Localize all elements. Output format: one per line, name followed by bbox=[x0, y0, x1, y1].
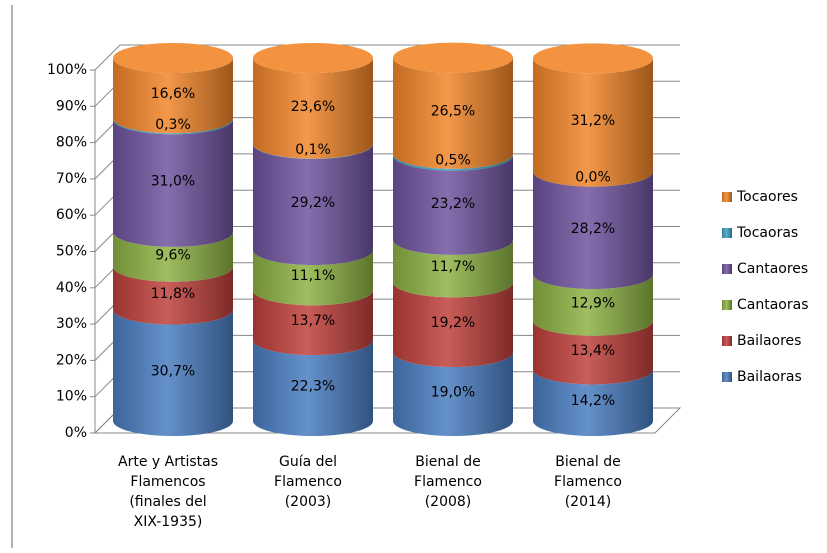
legend-swatch bbox=[722, 372, 732, 382]
y-tick-label: 80% bbox=[56, 135, 87, 151]
x-tick-label: Flamencos bbox=[130, 474, 205, 490]
data-label: 13,7% bbox=[291, 313, 335, 329]
data-label: 0,0% bbox=[575, 170, 611, 186]
cylinder-segment bbox=[253, 144, 373, 266]
y-tick-label: 50% bbox=[56, 244, 87, 260]
data-label: 11,1% bbox=[291, 268, 335, 284]
cylinder-segment bbox=[253, 340, 373, 436]
y-tick-label: 20% bbox=[56, 352, 87, 368]
data-label: 11,7% bbox=[431, 259, 475, 275]
data-label: 22,3% bbox=[291, 379, 335, 395]
cylinder-segment bbox=[253, 290, 373, 356]
x-tick-label: Flamenco bbox=[414, 474, 482, 490]
data-label: 9,6% bbox=[155, 247, 191, 263]
data-label: 19,0% bbox=[431, 385, 475, 401]
y-tick-label: 30% bbox=[56, 316, 87, 332]
legend-swatch bbox=[722, 228, 732, 238]
legend-label: Bailaoras bbox=[737, 369, 802, 385]
legend-swatch bbox=[722, 192, 732, 202]
data-label: 23,6% bbox=[291, 99, 335, 115]
cylinder-segment bbox=[533, 320, 653, 385]
x-tick-label: Flamenco bbox=[274, 474, 342, 490]
data-label: 26,5% bbox=[431, 104, 475, 120]
data-label: 28,2% bbox=[571, 221, 615, 237]
x-tick-label: XIX-1935) bbox=[134, 514, 203, 530]
cylinder-segment bbox=[113, 58, 233, 134]
cylinder-segment bbox=[113, 119, 233, 247]
x-tick-label: (finales del bbox=[129, 494, 206, 510]
legend-label: Tocaores bbox=[736, 189, 798, 205]
legend-swatch bbox=[722, 300, 732, 310]
data-label: 0,1% bbox=[295, 142, 331, 158]
cylinder-cap bbox=[253, 43, 373, 73]
cylinder-segment bbox=[253, 58, 373, 159]
x-tick-label: Arte y Artistas bbox=[118, 454, 218, 470]
data-label: 23,2% bbox=[431, 196, 475, 212]
data-label: 19,2% bbox=[431, 315, 475, 331]
cylinder-segment bbox=[533, 171, 653, 289]
x-tick-label: Bienal de bbox=[415, 454, 480, 470]
y-tick-label: 10% bbox=[56, 389, 87, 405]
x-tick-label: (2014) bbox=[565, 494, 612, 510]
x-tick-label: (2008) bbox=[425, 494, 472, 510]
y-tick-label: 60% bbox=[56, 207, 87, 223]
data-label: 13,4% bbox=[571, 343, 615, 359]
cylinder-segment bbox=[113, 309, 233, 436]
data-label: 31,0% bbox=[151, 174, 195, 190]
x-tick-label: Flamenco bbox=[554, 474, 622, 490]
cylinder-segment bbox=[393, 155, 513, 255]
cylinder-segment bbox=[393, 57, 513, 169]
y-tick-label: 100% bbox=[47, 62, 87, 78]
cylinder-segment bbox=[393, 282, 513, 368]
data-label: 14,2% bbox=[571, 393, 615, 409]
data-label: 11,8% bbox=[151, 286, 195, 302]
cylinder-segment bbox=[533, 369, 653, 436]
y-tick-label: 70% bbox=[56, 171, 87, 187]
grid-line bbox=[94, 44, 680, 71]
data-label: 12,9% bbox=[571, 295, 615, 311]
data-label: 29,2% bbox=[291, 195, 335, 211]
data-label: 30,7% bbox=[151, 363, 195, 379]
data-label: 0,5% bbox=[435, 153, 471, 169]
y-tick-label: 0% bbox=[65, 425, 87, 441]
legend-swatch bbox=[722, 264, 732, 274]
legend-swatch bbox=[722, 336, 732, 346]
data-label: 16,6% bbox=[151, 86, 195, 102]
data-label: 0,3% bbox=[155, 117, 191, 133]
cylinder-cap bbox=[393, 42, 513, 73]
legend-label: Tocaoras bbox=[736, 225, 798, 241]
cylinder-segment bbox=[113, 231, 233, 282]
legend-label: Cantaoras bbox=[737, 297, 809, 313]
x-tick-label: (2003) bbox=[285, 494, 332, 510]
y-tick-label: 40% bbox=[56, 280, 87, 296]
cylinder-segment bbox=[393, 352, 513, 436]
cylinder-segment bbox=[393, 239, 513, 298]
y-tick-label: 90% bbox=[56, 98, 87, 114]
cylinder-segment bbox=[113, 266, 233, 325]
cylinder-cap bbox=[113, 43, 233, 73]
cylinder-cap bbox=[533, 43, 653, 74]
cylinder-segment bbox=[253, 250, 373, 306]
legend-label: Cantaores bbox=[737, 261, 808, 277]
data-label: 31,2% bbox=[571, 113, 615, 129]
cylinder-segment bbox=[533, 273, 653, 336]
cylinder-segment bbox=[533, 58, 653, 187]
x-tick-label: Bienal de bbox=[555, 454, 620, 470]
x-tick-label: Guía del bbox=[279, 454, 337, 470]
legend-label: Bailaores bbox=[737, 333, 801, 349]
